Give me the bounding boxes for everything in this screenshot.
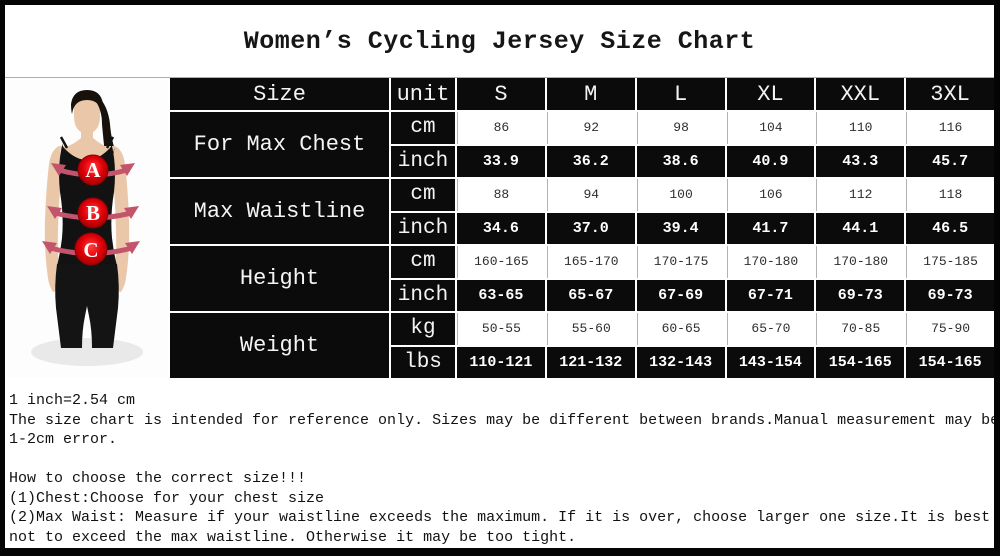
size-value-cell: 60-65 bbox=[636, 313, 725, 345]
notes-section: 1 inch=2.54 cm The size chart is intended… bbox=[5, 391, 994, 547]
chest-arrow: A bbox=[51, 154, 135, 186]
size-column-header: XXL bbox=[816, 78, 905, 110]
size-value-cell: 121-132 bbox=[546, 346, 635, 378]
size-value-cell: 65-70 bbox=[726, 313, 815, 345]
size-value-cell: 143-154 bbox=[726, 346, 815, 378]
hair bbox=[71, 90, 103, 114]
size-value-cell: 44.1 bbox=[816, 212, 905, 244]
unit-cell: inch bbox=[391, 279, 455, 311]
note-line: not to exceed the max waistline. Otherwi… bbox=[9, 528, 577, 546]
page-title: Women’s Cycling Jersey Size Chart bbox=[5, 5, 994, 78]
size-column-header: XL bbox=[726, 78, 815, 110]
size-value-cell: 86 bbox=[457, 112, 545, 144]
size-value-cell: 46.5 bbox=[906, 212, 994, 244]
size-value-cell: 69-73 bbox=[816, 279, 905, 311]
unit-cell: cm bbox=[391, 246, 455, 278]
size-value-cell: 39.4 bbox=[636, 212, 725, 244]
marker-c-label: C bbox=[83, 238, 98, 262]
size-value-cell: 40.9 bbox=[726, 145, 815, 177]
size-value-cell: 118 bbox=[906, 179, 994, 211]
size-value-cell: 38.6 bbox=[636, 145, 725, 177]
size-value-cell: 94 bbox=[546, 179, 635, 211]
size-value-cell: 37.0 bbox=[546, 212, 635, 244]
marker-a-label: A bbox=[85, 158, 101, 182]
size-value-cell: 70-85 bbox=[816, 313, 905, 345]
size-value-cell: 75-90 bbox=[906, 313, 994, 345]
unit-cell: inch bbox=[391, 212, 455, 244]
size-value-cell: 175-185 bbox=[906, 246, 994, 278]
size-corner-header: Size bbox=[170, 78, 389, 110]
size-value-cell: 50-55 bbox=[457, 313, 545, 345]
size-value-cell: 170-180 bbox=[816, 246, 905, 278]
size-value-cell: 63-65 bbox=[457, 279, 545, 311]
note-line: 1 inch=2.54 cm bbox=[9, 392, 136, 409]
measurement-diagram: A B C bbox=[7, 80, 168, 378]
size-value-cell: 36.2 bbox=[546, 145, 635, 177]
size-value-cell: 100 bbox=[636, 179, 725, 211]
size-value-cell: 160-165 bbox=[457, 246, 545, 278]
row-group-label: For Max Chest bbox=[170, 112, 389, 177]
size-value-cell: 98 bbox=[636, 112, 725, 144]
size-value-cell: 65-67 bbox=[546, 279, 635, 311]
size-chart-table: Size unit S M L XL XXL 3XL For Max Chest cm 86 92 98… bbox=[170, 78, 994, 378]
size-value-cell: 33.9 bbox=[457, 145, 545, 177]
hip-arrow: C bbox=[42, 232, 140, 266]
size-value-cell: 67-71 bbox=[726, 279, 815, 311]
size-value-cell: 110-121 bbox=[457, 346, 545, 378]
note-line: 1-2cm error. bbox=[9, 431, 118, 448]
unit-cell: cm bbox=[391, 112, 455, 144]
size-value-cell: 154-165 bbox=[816, 346, 905, 378]
size-value-cell: 55-60 bbox=[546, 313, 635, 345]
size-value-cell: 88 bbox=[457, 179, 545, 211]
unit-cell: cm bbox=[391, 179, 455, 211]
size-value-cell: 92 bbox=[546, 112, 635, 144]
size-column-header: L bbox=[636, 78, 725, 110]
size-value-cell: 154-165 bbox=[906, 346, 994, 378]
note-line: (1)Chest:Choose for your chest size bbox=[9, 489, 325, 507]
size-value-cell: 112 bbox=[816, 179, 905, 211]
leggings bbox=[55, 264, 119, 348]
unit-cell: inch bbox=[391, 145, 455, 177]
size-value-cell: 106 bbox=[726, 179, 815, 211]
size-value-cell: 43.3 bbox=[816, 145, 905, 177]
row-group-label: Height bbox=[170, 246, 389, 311]
row-group-label: Max Waistline bbox=[170, 179, 389, 244]
size-value-cell: 67-69 bbox=[636, 279, 725, 311]
size-value-cell: 69-73 bbox=[906, 279, 994, 311]
unit-column-header: unit bbox=[391, 78, 455, 110]
size-column-header: 3XL bbox=[906, 78, 994, 110]
size-value-cell: 116 bbox=[906, 112, 994, 144]
size-column-header: S bbox=[457, 78, 545, 110]
size-value-cell: 45.7 bbox=[906, 145, 994, 177]
unit-cell: kg bbox=[391, 313, 455, 345]
size-value-cell: 104 bbox=[726, 112, 815, 144]
size-value-cell: 41.7 bbox=[726, 212, 815, 244]
note-line: How to choose the correct size!!! bbox=[9, 470, 307, 487]
size-value-cell: 170-180 bbox=[726, 246, 815, 278]
marker-b-label: B bbox=[86, 201, 100, 225]
size-value-cell: 170-175 bbox=[636, 246, 725, 278]
size-value-cell: 110 bbox=[816, 112, 905, 144]
size-value-cell: 34.6 bbox=[457, 212, 545, 244]
note-line bbox=[9, 450, 994, 470]
note-line: The size chart is intended for reference… bbox=[9, 411, 1000, 429]
size-value-cell: 132-143 bbox=[636, 346, 725, 378]
waist-arrow: B bbox=[47, 197, 139, 229]
size-value-cell: 165-170 bbox=[546, 246, 635, 278]
unit-cell: lbs bbox=[391, 346, 455, 378]
model-photo: A B C bbox=[7, 80, 168, 378]
row-group-label: Weight bbox=[170, 313, 389, 378]
floor-shadow bbox=[31, 338, 143, 366]
size-column-header: M bbox=[546, 78, 635, 110]
note-line: (2)Max Waist: Measure if your waistline … bbox=[9, 509, 991, 526]
